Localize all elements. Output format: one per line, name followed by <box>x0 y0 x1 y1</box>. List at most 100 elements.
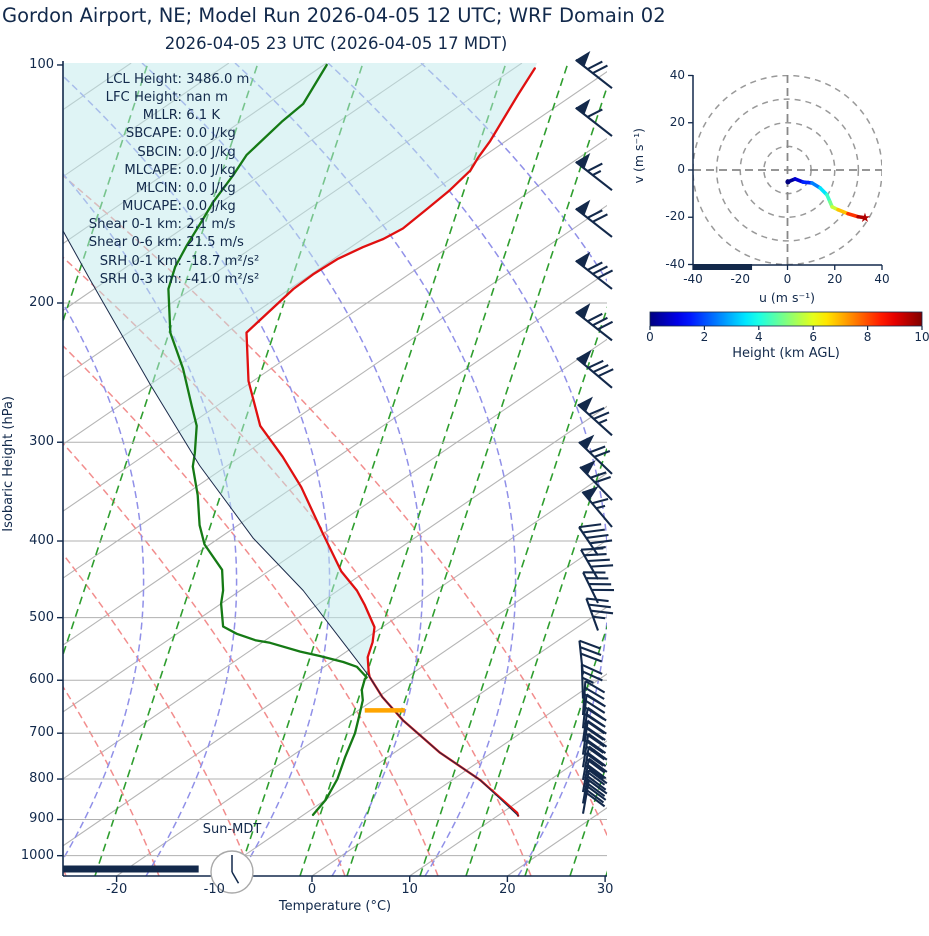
stat-row: MUCAPE: 0.0 J/kg <box>64 198 259 216</box>
wind-barb <box>575 303 614 342</box>
hodograph-y-tick-label: -40 <box>665 256 685 271</box>
stat-label: MLCAPE: <box>124 162 182 178</box>
stat-row: LCL Height: 3486.0 m <box>64 71 259 89</box>
sun-clock-label: Sun-MDT <box>202 822 262 837</box>
colorbar-label: Height (km AGL) <box>732 346 840 361</box>
grid-moist-adiabat <box>63 302 145 861</box>
wind-barb <box>579 460 613 501</box>
stat-label: SBCAPE: <box>125 126 182 142</box>
x-axis-label: Temperature (°C) <box>278 899 392 914</box>
y-tick-label: 200 <box>29 295 54 310</box>
hodograph-x-tick-label: -40 <box>683 272 703 286</box>
colorbar-tick-label: 8 <box>863 330 872 344</box>
parcel-trace-line <box>63 230 519 817</box>
grid-isotherm <box>63 338 607 713</box>
y-tick-label: 700 <box>29 725 54 741</box>
x-tick-label: -20 <box>105 882 128 897</box>
colorbar-tick-label: 0 <box>646 330 654 344</box>
y-tick-label: 800 <box>29 771 54 787</box>
colorbar-tick-label: 10 <box>914 330 929 344</box>
hodograph-y-tick-label: 0 <box>677 162 685 176</box>
y-tick-label: 300 <box>29 434 54 450</box>
stat-label: LCL Height: <box>105 72 182 87</box>
valid-time-subtitle: 2026-04-05 23 UTC (2026-04-05 17 MDT) <box>164 34 508 53</box>
grid-isotherm <box>63 405 607 780</box>
stat-row: SRH 0-1 km: -18.7 m²/s² <box>64 253 260 271</box>
stat-value: -41.0 m²/s² <box>182 271 260 287</box>
y-axis-label: Isobaric Height (hPa) <box>1 396 16 532</box>
hodograph-ring <box>739 122 836 218</box>
cin-shade-region <box>63 63 537 677</box>
hodograph-trace-segment <box>856 214 867 220</box>
stat-value: 0.0 J/kg <box>182 162 236 178</box>
stat-value: 21.5 m/s <box>182 235 244 251</box>
stat-value: 0.0 J/kg <box>182 199 236 215</box>
colorbar-tick-label: 6 <box>809 330 818 344</box>
grid-dry-adiabat <box>63 685 160 876</box>
wind-barb <box>576 349 614 389</box>
wind-barb <box>581 769 608 804</box>
grid-isotherm <box>507 807 607 876</box>
y-tick-label: 900 <box>29 811 54 827</box>
stat-label: MUCAPE: <box>122 199 182 215</box>
clock-hour-hand <box>231 871 240 884</box>
stat-row: SBCAPE: 0.0 J/kg <box>64 125 259 143</box>
wind-barb <box>581 732 608 768</box>
stat-label: Shear 0-1 km: <box>88 217 182 233</box>
stat-value: 0.0 J/kg <box>182 180 236 196</box>
wind-barb <box>577 396 613 437</box>
x-tick-label: 0 <box>307 882 317 897</box>
wind-barb <box>581 745 608 781</box>
stat-label: SRH 0-3 km: <box>99 271 182 287</box>
grid-dry-adiabat <box>63 442 346 876</box>
hodograph-y-tick-label: -20 <box>665 209 685 224</box>
grid-mixing-ratio <box>524 624 607 876</box>
wind-barb <box>578 523 613 556</box>
x-tick-label: 20 <box>499 882 516 897</box>
hodograph: ★ <box>693 75 882 265</box>
stat-row: MLCAPE: 0.0 J/kg <box>64 162 259 180</box>
grid-isotherm <box>213 606 607 876</box>
hodograph-y-label: v (m s⁻¹) <box>631 128 646 184</box>
stat-value: 3486.0 m <box>182 72 250 87</box>
stat-row: SBCIN: 0.0 J/kg <box>64 144 259 162</box>
wind-barb <box>580 547 614 580</box>
grid-isotherm <box>63 472 607 847</box>
grid-dry-adiabat <box>63 256 532 876</box>
stat-label: MLLR: <box>142 108 182 124</box>
grid-isotherm <box>63 271 607 646</box>
x-tick-label: -10 <box>203 882 225 897</box>
hodograph-end-star: ★ <box>859 211 871 226</box>
wind-barb <box>575 199 613 238</box>
grid-dry-adiabat <box>63 174 607 838</box>
wind-barb <box>581 779 608 814</box>
stat-value: 6.1 K <box>182 108 221 124</box>
height-colorbar <box>649 311 923 327</box>
grid-isotherm <box>311 673 607 876</box>
wind-barb <box>581 486 613 528</box>
sun-clock <box>210 850 254 894</box>
grid-isotherm <box>116 539 607 876</box>
hodograph-trace-start <box>785 179 791 185</box>
wind-barbs <box>575 50 615 814</box>
wind-barb <box>575 50 613 90</box>
grid-mixing-ratio <box>569 761 607 876</box>
stat-row: MLLR: 6.1 K <box>64 107 259 125</box>
wind-barb <box>575 98 613 137</box>
profiles <box>63 63 536 817</box>
hodograph-ring <box>715 98 860 242</box>
stat-row: SRH 0-3 km: -41.0 m²/s² <box>64 271 260 289</box>
wind-barb <box>578 434 613 475</box>
stat-row: MLCIN: 0.0 J/kg <box>64 180 259 198</box>
hodograph-y-tick-label: 40 <box>669 67 685 82</box>
wind-barb <box>580 663 603 699</box>
y-tick-label: 100 <box>29 56 54 72</box>
hodograph-x-label: u (m s⁻¹) <box>759 290 815 305</box>
y-tick-label: 500 <box>29 609 54 625</box>
stat-label: MLCIN: <box>135 180 182 196</box>
figure-title: Gordon Airport, NE; Model Run 2026-04-05… <box>2 4 666 27</box>
x-tick-label: 30 <box>596 882 614 897</box>
stat-row: LFC Height: nan m <box>64 89 259 107</box>
